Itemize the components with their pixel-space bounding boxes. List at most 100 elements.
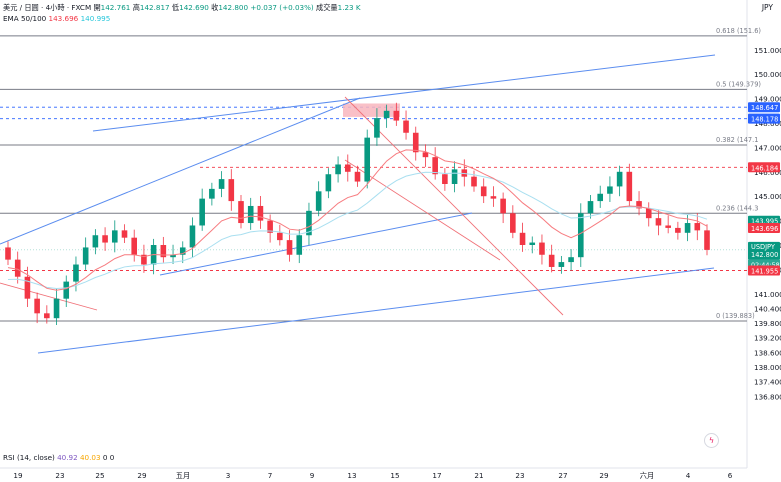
symbol-title[interactable]: 美元 / 日圓 · 4小時 · FXCM: [3, 3, 92, 12]
downtrend-line: [0, 282, 98, 311]
currency-label: JPY: [761, 3, 773, 12]
y-tick-label: 139.200: [754, 334, 781, 343]
ema-legend[interactable]: EMA 50/100 143.696 140.995: [3, 14, 111, 23]
x-tick-label: 17: [432, 471, 441, 480]
candle: [558, 262, 565, 267]
badge-timer-bg: [748, 259, 780, 269]
close-value: 142.800: [218, 3, 249, 12]
candle: [374, 118, 380, 138]
badge-symbol: USDJPY: [751, 243, 776, 251]
x-tick-label: 19: [13, 471, 23, 480]
candle: [199, 198, 205, 226]
candle: [704, 230, 710, 250]
candle: [626, 171, 633, 202]
candle: [500, 198, 506, 214]
candle: [53, 298, 60, 319]
trend-channel-line: [159, 212, 473, 276]
lightning-bolt-icon[interactable]: ϟ: [704, 433, 719, 448]
y-tick-label: 138.600: [754, 348, 781, 357]
ema-fast-line: [7, 149, 708, 291]
x-tick-label: 27: [558, 471, 567, 480]
price-badge-bg: [748, 162, 780, 173]
downtrend-line: [344, 159, 501, 261]
candle: [539, 242, 545, 255]
badge-price: 142.800: [751, 251, 778, 259]
candle: [44, 313, 50, 319]
downtrend-line: [344, 96, 564, 316]
fib-label: 0.5 (149.379): [716, 80, 761, 88]
candle: [315, 191, 322, 211]
candle: [636, 201, 642, 209]
y-tick-label: 140.400: [754, 304, 781, 313]
candle: [480, 186, 487, 197]
change-value: +0.037 (+0.03%): [250, 3, 314, 12]
candle: [577, 213, 584, 258]
candle: [597, 193, 604, 202]
candle: [607, 186, 613, 194]
candle: [684, 223, 691, 233]
x-tick-label: 25: [95, 471, 104, 480]
x-tick-label: 4: [686, 471, 691, 480]
candle: [694, 223, 701, 231]
x-tick-label: 29: [599, 471, 609, 480]
ema-slow-value: 140.995: [80, 14, 111, 23]
y-tick-label: 137.400: [754, 378, 781, 387]
candles-group: [5, 102, 710, 326]
candle: [247, 205, 254, 224]
price-badge-label: 141.955: [751, 267, 778, 275]
candle: [267, 220, 273, 233]
x-tick-label: 3: [226, 471, 231, 480]
price-badge-label: 143.995: [751, 218, 778, 226]
candle: [209, 188, 215, 199]
candle: [170, 254, 176, 258]
x-tick-label: 7: [268, 471, 273, 480]
x-tick-label: 23: [55, 471, 64, 480]
candle: [325, 174, 332, 192]
candle: [471, 176, 477, 187]
candle: [228, 179, 235, 202]
open-value: 142.761: [100, 3, 131, 12]
candle: [189, 225, 196, 248]
x-tick-label: 13: [347, 471, 356, 480]
y-tick-label: 149.000: [754, 95, 781, 104]
high-value: 142.817: [139, 3, 170, 12]
trend-channel-line: [0, 97, 361, 245]
y-tick-label: 147.000: [754, 143, 781, 152]
y-tick-label: 136.800: [754, 392, 781, 401]
price-badge-label: 148.647: [751, 104, 778, 112]
price-badge-bg: [748, 223, 780, 234]
y-tick-label: 141.000: [754, 290, 781, 299]
price-badge-bg: [748, 102, 780, 113]
ema-fast-value: 143.696: [48, 14, 79, 23]
candle: [616, 171, 623, 187]
candle: [24, 276, 31, 299]
candle: [73, 264, 79, 282]
candle: [102, 235, 108, 243]
candle: [490, 196, 497, 199]
low-value: 142.690: [179, 3, 209, 12]
candle: [5, 247, 11, 260]
rsi-legend[interactable]: RSI (14, close) 40.92 40.03 0 0: [3, 453, 115, 462]
fib-label: 0.382 (147.1: [716, 136, 758, 144]
y-tick-label: 150.000: [754, 70, 781, 79]
candle: [160, 245, 167, 258]
candle: [393, 110, 400, 121]
x-tick-label: 六月: [640, 471, 654, 480]
y-tick-label: 138.000: [754, 363, 781, 372]
candle: [354, 171, 361, 182]
price-badge-bg: [748, 265, 780, 276]
symbol-header: 美元 / 日圓 · 4小時 · FXCM 開142.761 高142.817 低…: [3, 3, 361, 12]
candle: [510, 213, 516, 233]
candle: [412, 132, 419, 153]
candle: [257, 205, 264, 221]
candle: [141, 254, 147, 265]
candle: [587, 201, 594, 214]
candle: [277, 232, 283, 241]
volume-value: 1.23 K: [337, 3, 361, 12]
candle: [403, 120, 409, 133]
candle: [383, 110, 390, 119]
candle: [568, 257, 574, 263]
candle: [121, 230, 128, 238]
